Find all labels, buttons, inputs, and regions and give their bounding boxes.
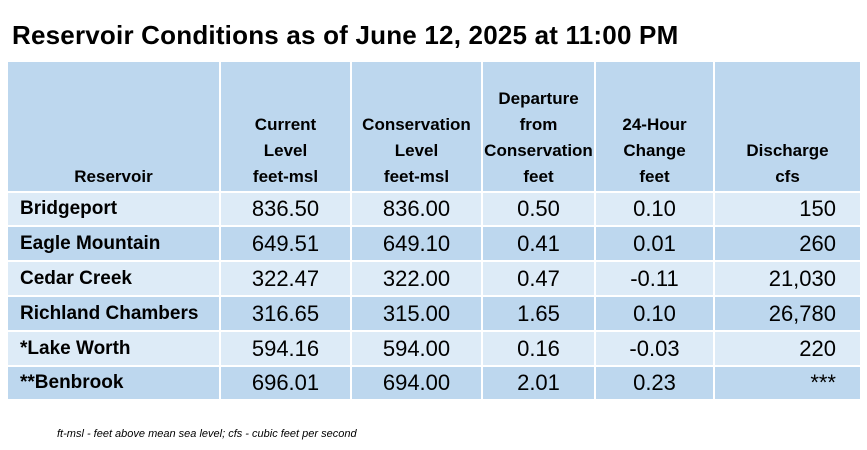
table-cell: 0.10 — [596, 297, 713, 330]
table-cell: *** — [715, 367, 860, 399]
header-line: feet — [523, 167, 554, 186]
page-title: Reservoir Conditions as of June 12, 2025… — [12, 20, 679, 50]
table-cell: 0.16 — [483, 332, 594, 365]
header-line: feet-msl — [252, 167, 319, 186]
table-row-name: Cedar Creek — [8, 262, 219, 295]
table-row-name: **Benbrook — [8, 367, 219, 399]
header-current-level: Current Level feet-msl — [221, 62, 350, 191]
table-cell: 260 — [715, 227, 860, 260]
table-cell: 694.00 — [352, 367, 481, 399]
header-line: feet — [639, 167, 670, 186]
header-line: cfs — [775, 167, 800, 186]
header-line: Change — [623, 141, 686, 160]
header-24-hour-change: 24-Hour Change feet — [596, 62, 713, 191]
header-line: from — [519, 115, 558, 134]
header-line: feet-msl — [383, 167, 450, 186]
header-line: Reservoir — [74, 167, 153, 186]
table-cell: 316.65 — [221, 297, 350, 330]
table-cell: 594.16 — [221, 332, 350, 365]
table-cell: 0.10 — [596, 193, 713, 225]
table-cell: -0.11 — [596, 262, 713, 295]
table-cell: 649.10 — [352, 227, 481, 260]
table-cell: 0.01 — [596, 227, 713, 260]
header-departure: Departure from Conservation feet — [483, 62, 594, 191]
table-cell: 836.00 — [352, 193, 481, 225]
header-discharge: Discharge cfs — [715, 62, 860, 191]
header-line: Discharge — [746, 141, 829, 160]
reservoir-table: Reservoir Current Level feet-msl Conserv… — [8, 62, 860, 407]
table-row-name: Eagle Mountain — [8, 227, 219, 260]
table-cell: -0.03 — [596, 332, 713, 365]
table-cell: 0.41 — [483, 227, 594, 260]
header-line: Level — [263, 141, 308, 160]
table-cell: 0.47 — [483, 262, 594, 295]
table-cell: 315.00 — [352, 297, 481, 330]
table-cell: 0.50 — [483, 193, 594, 225]
table-cell: 26,780 — [715, 297, 860, 330]
header-line: Level — [394, 141, 439, 160]
table-cell: 220 — [715, 332, 860, 365]
header-conservation-level: Conservation Level feet-msl — [352, 62, 481, 191]
table-cell: 150 — [715, 193, 860, 225]
table-cell: 649.51 — [221, 227, 350, 260]
footnote: ft-msl - feet above mean sea level; cfs … — [57, 428, 357, 440]
table-cell: 696.01 — [221, 367, 350, 399]
table-cell: 21,030 — [715, 262, 860, 295]
table-cell: 0.23 — [596, 367, 713, 399]
header-line: Conservation — [362, 115, 471, 134]
header-line: Conservation — [484, 141, 593, 160]
table-cell: 322.00 — [352, 262, 481, 295]
header-line: 24-Hour — [622, 115, 687, 134]
table-cell: 836.50 — [221, 193, 350, 225]
table-row-name: *Lake Worth — [8, 332, 219, 365]
table-cell: 2.01 — [483, 367, 594, 399]
header-reservoir: Reservoir — [8, 62, 219, 191]
table-cell: 594.00 — [352, 332, 481, 365]
table-cell: 322.47 — [221, 262, 350, 295]
header-line: Current — [254, 115, 317, 134]
table-cell: 1.65 — [483, 297, 594, 330]
header-line: Departure — [498, 89, 579, 108]
table-row-name: Richland Chambers — [8, 297, 219, 330]
table-row-name: Bridgeport — [8, 193, 219, 225]
